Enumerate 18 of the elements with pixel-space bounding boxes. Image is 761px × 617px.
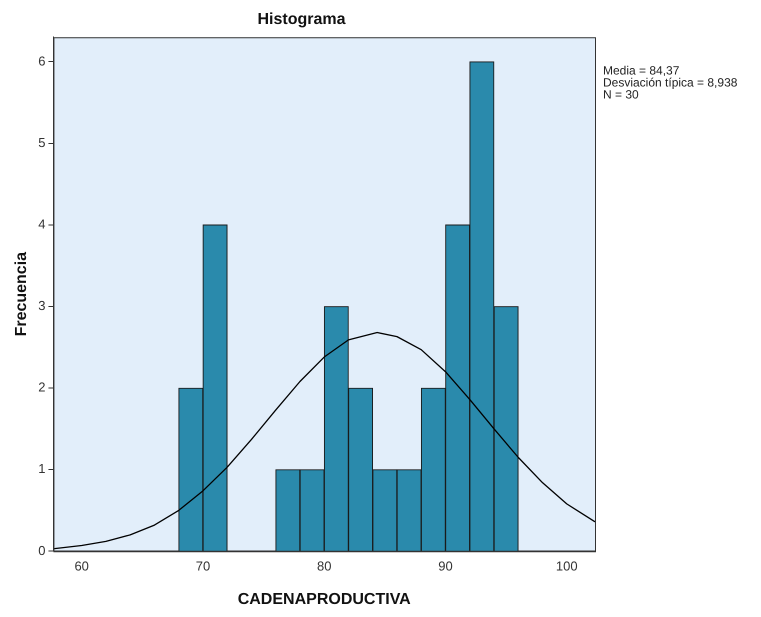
text: Desviación típica = 8,938 (603, 76, 738, 90)
y-tick-label: 3 (38, 298, 46, 314)
y-axis-title: Frecuencia (13, 252, 30, 336)
text: N = 30 (603, 88, 640, 102)
y-tick-label: 1 (38, 461, 46, 476)
x-tick-label: 100 (556, 558, 578, 574)
x-tick-label: 90 (438, 558, 453, 574)
x-tick-label: 70 (196, 558, 210, 574)
y-tick-label: 4 (38, 216, 46, 232)
x-tick-label: 60 (74, 558, 89, 574)
x-axis-title: CADENAPRODUCTIVA (238, 590, 412, 608)
y-tick-label: 6 (38, 53, 46, 68)
text: Media = 84,37 (603, 64, 680, 78)
y-tick-label: 2 (38, 380, 46, 395)
y-tick-label: 0 (38, 542, 46, 558)
y-tick-label: 5 (38, 134, 46, 150)
chart-title: Histograma (257, 11, 346, 28)
x-tick-label: 80 (316, 558, 332, 574)
